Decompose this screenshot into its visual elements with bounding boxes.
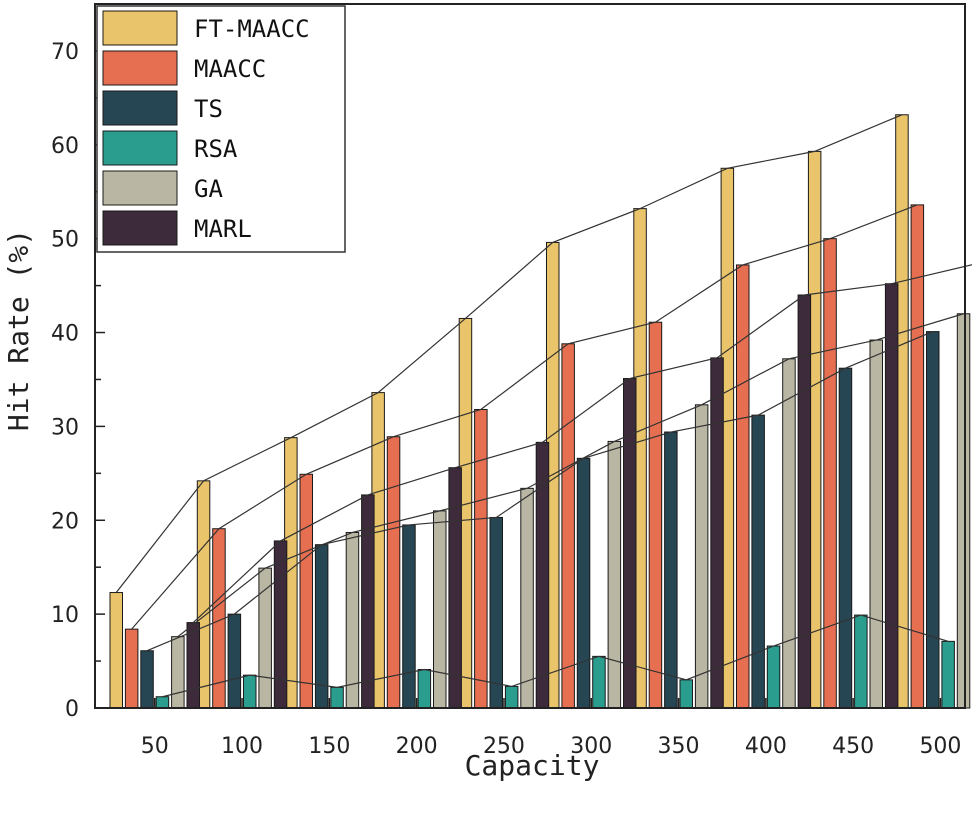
legend: FT-MAACC MAACC TS RSA GA MARL (96, 5, 346, 253)
bar-marl-50 (186, 622, 200, 709)
trend-line-maacc (131, 204, 918, 630)
legend-label-ga: GA (194, 175, 223, 203)
trend-lines-layer (115, 114, 972, 698)
bar-rsa-350 (679, 679, 693, 709)
legend-label-ts: TS (194, 95, 223, 123)
legend-swatch-rsa (102, 130, 178, 166)
trend-line-marl (192, 264, 972, 624)
y-tick-label: 50 (51, 228, 79, 253)
bar-marl-200 (448, 467, 462, 709)
bar-rsa-150 (330, 686, 344, 709)
bar-ts-350 (664, 431, 678, 709)
bar-maacc-350 (648, 321, 663, 709)
y-tick-label: 20 (51, 509, 79, 534)
bar-marl-100 (273, 540, 288, 709)
bar-ts-300 (576, 457, 591, 709)
bar-rsa-400 (766, 645, 781, 709)
y-tick-label: 30 (51, 415, 79, 440)
bar-ga-400 (782, 358, 796, 709)
y-tick-label: 0 (65, 697, 79, 722)
bar-ga-150 (345, 531, 360, 709)
bar-rsa-50 (155, 696, 170, 709)
legend-swatch-ft-maacc (102, 10, 178, 46)
bar-rsa-250 (504, 685, 519, 709)
bar-ga-50 (171, 636, 185, 709)
bar-rsa-450 (854, 614, 868, 709)
x-axis-title: Capacity (465, 749, 600, 782)
legend-swatch-ga (102, 170, 178, 206)
legend-label-rsa: RSA (194, 135, 238, 163)
trend-line-ts (146, 331, 933, 652)
bar-maacc-200 (386, 436, 401, 709)
legend-label-marl: MARL (194, 215, 252, 243)
bar-ga-250 (520, 487, 534, 709)
bar-ts-50 (140, 650, 154, 709)
trend-line-rsa (162, 614, 949, 698)
x-tick-label: 500 (919, 734, 961, 759)
y-tick-label: 40 (51, 322, 79, 347)
bar-marl-350 (710, 357, 724, 709)
x-tick-label: 250 (483, 734, 525, 759)
trend-line-ft-maacc (115, 114, 903, 593)
bar-rsa-100 (243, 674, 257, 709)
bar-maacc-300 (561, 343, 575, 709)
legend-swatch-maacc (102, 50, 178, 86)
bar-ts-400 (751, 414, 765, 709)
bars-layer (109, 114, 971, 709)
bar-marl-300 (623, 378, 637, 709)
bar-ga-300 (607, 440, 622, 709)
bar-ga-200 (433, 510, 447, 709)
legend-swatch-ts (102, 90, 178, 126)
bar-maacc-50 (124, 628, 139, 709)
y-tick-label: 60 (51, 134, 79, 159)
bar-ts-150 (314, 544, 329, 709)
legend-label-ft-maacc: FT-MAACC (194, 15, 310, 43)
bar-ts-450 (838, 367, 853, 709)
x-tick-label: 350 (658, 734, 700, 759)
bar-rsa-500 (941, 640, 955, 709)
bar-ts-100 (227, 613, 242, 709)
y-axis-title: Hit Rate (%) (2, 229, 35, 431)
bar-maacc-450 (823, 238, 837, 709)
legend-swatch-marl (102, 210, 178, 246)
y-tick-label: 70 (51, 40, 79, 65)
x-tick-label: 300 (570, 734, 612, 759)
trend-line-ga (177, 313, 964, 638)
x-tick-label: 200 (396, 734, 438, 759)
bar-ft-maacc-50 (109, 592, 123, 709)
x-tick-label: 50 (141, 734, 169, 759)
x-tick-label: 400 (745, 734, 787, 759)
bar-ga-450 (869, 339, 883, 709)
bar-ts-200 (402, 524, 416, 709)
bar-ga-500 (956, 313, 971, 709)
legend-label-maacc: MAACC (194, 55, 266, 83)
bar-ga-350 (694, 404, 709, 709)
y-tick-label: 10 (51, 603, 79, 628)
x-axis: 50 100 150 200 250 300 350 400 450 500 (141, 698, 961, 759)
x-tick-label: 150 (308, 734, 350, 759)
bar-ts-500 (926, 331, 940, 709)
plot-frame (94, 3, 966, 709)
x-tick-label: 450 (832, 734, 874, 759)
x-tick-label: 100 (221, 734, 263, 759)
bar-rsa-300 (592, 655, 606, 709)
bar-maacc-400 (736, 264, 750, 709)
bar-maacc-150 (299, 473, 313, 709)
bar-ts-250 (489, 516, 503, 709)
bar-rsa-200 (417, 669, 432, 709)
bar-marl-150 (361, 494, 375, 709)
bar-maacc-250 (474, 409, 488, 709)
